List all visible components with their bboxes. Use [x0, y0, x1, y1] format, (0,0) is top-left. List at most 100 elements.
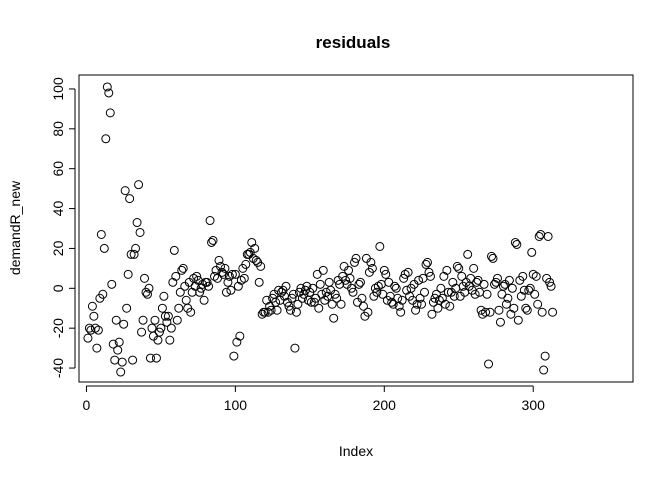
data-point [329, 313, 339, 323]
data-point [354, 279, 364, 289]
y-tick-label: 60 [50, 161, 66, 177]
data-point [84, 323, 94, 333]
data-point [422, 257, 432, 267]
data-point [519, 285, 529, 295]
data-point [341, 275, 351, 285]
data-point [439, 271, 449, 281]
data-point [288, 289, 298, 299]
data-point [521, 303, 531, 313]
data-point [548, 307, 558, 317]
y-tick-label: 80 [50, 121, 66, 137]
data-point [198, 279, 208, 289]
data-point [543, 231, 553, 241]
data-point [372, 287, 382, 297]
data-point [159, 291, 169, 301]
data-point [254, 277, 264, 287]
y-tick-label: 20 [50, 240, 66, 256]
data-point [534, 231, 544, 241]
data-point [399, 273, 409, 283]
data-point [345, 273, 355, 283]
data-point [126, 249, 136, 259]
data-point [473, 275, 483, 285]
data-point [287, 293, 297, 303]
data-point [272, 305, 282, 315]
data-point [86, 325, 96, 335]
data-point [396, 307, 406, 317]
data-point [373, 281, 383, 291]
data-point [330, 289, 340, 299]
data-point [540, 351, 550, 361]
data-point [436, 283, 446, 293]
data-point [223, 277, 233, 287]
data-point [151, 353, 161, 363]
data-point [321, 287, 331, 297]
data-point [135, 227, 145, 237]
data-point [498, 281, 508, 291]
data-point [90, 323, 100, 333]
data-point [232, 337, 242, 347]
data-point [491, 277, 501, 287]
data-point [177, 265, 187, 275]
data-point [510, 237, 520, 247]
data-point [208, 235, 218, 245]
data-point [227, 269, 237, 279]
data-point [479, 279, 489, 289]
data-point [336, 299, 346, 309]
data-point [274, 285, 284, 295]
data-point [117, 357, 127, 367]
data-point [536, 229, 546, 239]
data-point [247, 237, 257, 247]
data-point [236, 275, 246, 285]
data-point [202, 277, 212, 287]
data-point [120, 186, 130, 196]
data-point [425, 271, 435, 281]
data-point [163, 311, 173, 321]
y-tick-label: 40 [50, 201, 66, 217]
data-point [105, 108, 115, 118]
data-point [262, 295, 272, 305]
data-point [412, 299, 422, 309]
data-point [507, 283, 517, 293]
data-point [235, 331, 245, 341]
data-point [98, 289, 108, 299]
data-point [375, 241, 385, 251]
data-point [299, 289, 309, 299]
data-point [92, 343, 102, 353]
y-tick-label: -40 [50, 358, 66, 378]
data-point [490, 279, 499, 289]
data-point [199, 295, 209, 305]
data-point [131, 243, 141, 253]
data-point [442, 265, 452, 275]
data-point [293, 299, 303, 309]
data-point [175, 287, 185, 297]
data-point [285, 305, 295, 315]
data-point [147, 323, 157, 333]
data-point [367, 263, 377, 273]
data-point [256, 261, 266, 271]
data-point [417, 299, 427, 309]
data-point [214, 255, 224, 265]
data-point [415, 293, 425, 303]
data-point [332, 293, 342, 303]
data-point [218, 269, 228, 279]
data-point [528, 269, 538, 279]
data-point [402, 285, 412, 295]
data-point [393, 293, 403, 303]
data-point [166, 323, 176, 333]
data-point [123, 269, 133, 279]
data-point [400, 269, 410, 279]
data-point [114, 337, 124, 347]
data-point [260, 307, 270, 317]
data-point [488, 253, 498, 263]
data-point [186, 307, 196, 317]
data-point [241, 259, 251, 269]
data-point [475, 287, 485, 297]
data-point [96, 229, 106, 239]
data-point [317, 289, 327, 299]
y-tick-label: 0 [50, 284, 66, 292]
data-point [379, 265, 389, 275]
data-point [327, 299, 337, 309]
data-point [358, 301, 368, 311]
data-point [355, 277, 365, 287]
data-point [297, 293, 307, 303]
